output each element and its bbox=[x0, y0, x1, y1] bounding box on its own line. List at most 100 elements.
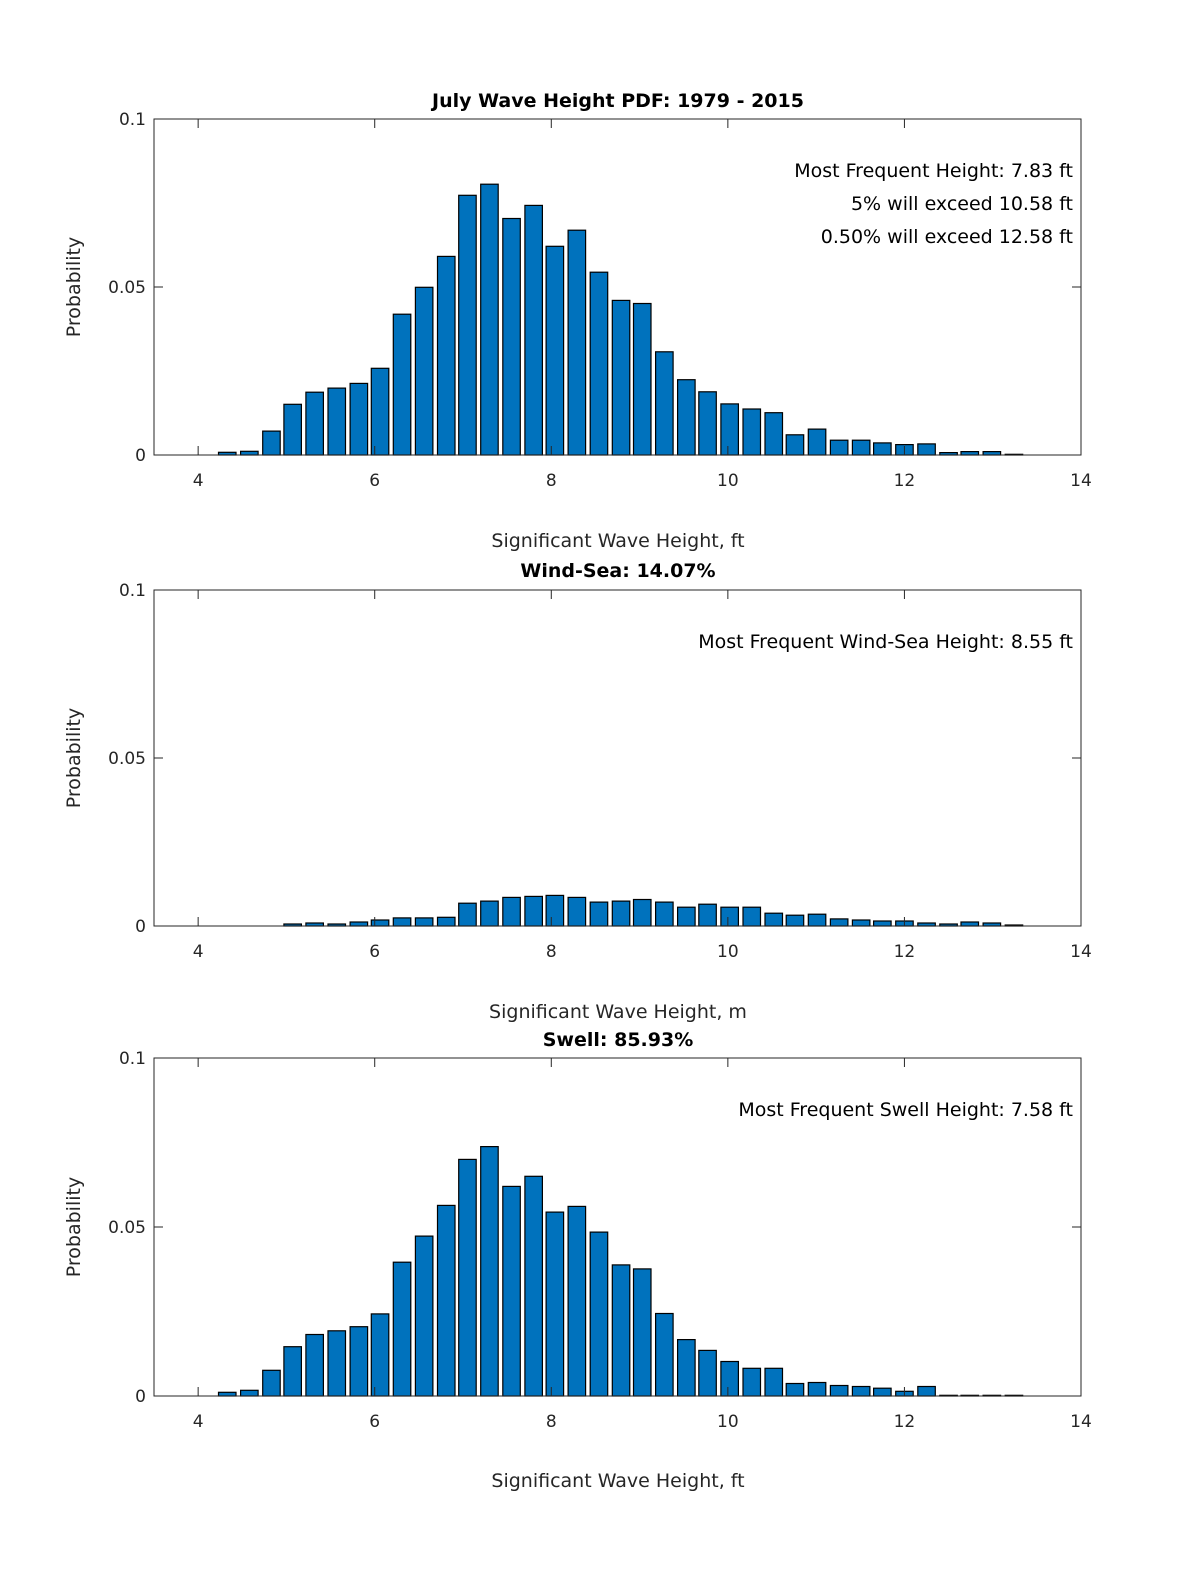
bar bbox=[917, 443, 936, 456]
bar bbox=[698, 391, 717, 456]
chart-title: Swell: 85.93% bbox=[543, 1029, 694, 1051]
bar bbox=[480, 1145, 499, 1397]
x-tick-label: 4 bbox=[193, 942, 204, 962]
annotation-text: 5% will exceed 10.58 ft bbox=[851, 193, 1073, 215]
chart-title: Wind-Sea: 14.07% bbox=[520, 560, 715, 582]
bar bbox=[458, 194, 477, 456]
bar bbox=[502, 217, 521, 456]
bar bbox=[480, 183, 499, 456]
bar bbox=[436, 255, 456, 456]
y-axis-label: Probability bbox=[63, 237, 85, 337]
bar bbox=[654, 351, 674, 456]
x-tick-label: 8 bbox=[546, 942, 557, 962]
axes: 4 6 8 10 12 14 0 0.05 0.1 bbox=[108, 1049, 1092, 1432]
bar bbox=[502, 896, 521, 927]
bar bbox=[829, 439, 849, 456]
x-tick-label: 10 bbox=[717, 471, 739, 491]
bar bbox=[524, 204, 544, 456]
bar bbox=[458, 1158, 477, 1397]
bar bbox=[785, 434, 805, 456]
bar bbox=[698, 903, 717, 927]
x-axis-label: Significant Wave Height, ft bbox=[491, 530, 744, 552]
bar-series bbox=[283, 894, 1024, 927]
bar bbox=[545, 245, 565, 456]
bar bbox=[632, 1268, 652, 1397]
bar bbox=[851, 919, 871, 927]
x-tick-label: 14 bbox=[1070, 942, 1092, 962]
bar bbox=[370, 919, 390, 927]
bar bbox=[698, 1349, 717, 1397]
bar bbox=[589, 901, 609, 927]
bar bbox=[436, 916, 456, 927]
bar bbox=[807, 1381, 827, 1397]
x-tick-label: 6 bbox=[369, 1412, 380, 1432]
bar bbox=[742, 906, 762, 927]
y-tick-label: 0.1 bbox=[119, 581, 146, 601]
bar bbox=[262, 1369, 281, 1397]
bar bbox=[567, 896, 587, 927]
bar bbox=[611, 1264, 631, 1397]
bar bbox=[960, 921, 980, 927]
bar bbox=[851, 1385, 871, 1397]
bar bbox=[370, 367, 390, 456]
x-tick-label: 6 bbox=[369, 471, 380, 491]
bar bbox=[654, 901, 674, 927]
panel-wind-sea: Wind-Sea: 14.07% Probability Significant… bbox=[63, 560, 1092, 1023]
bar bbox=[349, 382, 369, 456]
x-tick-label: 14 bbox=[1070, 471, 1092, 491]
bar bbox=[262, 430, 281, 456]
bar bbox=[676, 379, 696, 456]
bar bbox=[720, 906, 740, 927]
y-tick-label: 0 bbox=[135, 1387, 146, 1407]
x-tick-label: 14 bbox=[1070, 1412, 1092, 1432]
x-tick-label: 8 bbox=[546, 471, 557, 491]
y-tick-label: 0 bbox=[135, 446, 146, 466]
y-tick-label: 0.1 bbox=[119, 1049, 146, 1069]
bar bbox=[436, 1204, 456, 1397]
y-tick-label: 0.1 bbox=[119, 110, 146, 130]
bar bbox=[917, 1385, 936, 1397]
bar bbox=[785, 1382, 805, 1397]
bar bbox=[392, 917, 412, 927]
x-tick-label: 12 bbox=[894, 942, 916, 962]
bar bbox=[567, 229, 587, 456]
bar bbox=[676, 906, 696, 927]
bar bbox=[240, 1389, 259, 1397]
bar bbox=[283, 1346, 302, 1397]
bar bbox=[327, 387, 347, 456]
bar-series bbox=[217, 183, 1024, 456]
bar bbox=[240, 450, 259, 456]
bar bbox=[851, 439, 871, 456]
bar bbox=[217, 1391, 237, 1397]
x-tick-label: 6 bbox=[369, 942, 380, 962]
y-tick-label: 0.05 bbox=[108, 1218, 146, 1238]
bar bbox=[829, 918, 849, 927]
bar bbox=[414, 286, 434, 456]
panel-total: July Wave Height PDF: 1979 - 2015 Probab… bbox=[63, 90, 1092, 552]
bar bbox=[370, 1313, 390, 1397]
chart-title: July Wave Height PDF: 1979 - 2015 bbox=[430, 90, 804, 112]
bar bbox=[524, 1175, 544, 1397]
x-axis-label: Significant Wave Height, m bbox=[489, 1001, 747, 1023]
x-tick-label: 12 bbox=[894, 1412, 916, 1432]
bar bbox=[524, 895, 544, 927]
y-tick-label: 0.05 bbox=[108, 749, 146, 769]
bar bbox=[807, 913, 827, 927]
annotation-text: Most Frequent Height: 7.83 ft bbox=[794, 160, 1073, 182]
bar bbox=[742, 1367, 762, 1397]
bar bbox=[872, 442, 892, 456]
x-tick-label: 12 bbox=[894, 471, 916, 491]
bar bbox=[349, 921, 369, 927]
bar bbox=[327, 1330, 347, 1397]
bar bbox=[283, 403, 302, 456]
bar bbox=[392, 1261, 412, 1397]
y-axis-label: Probability bbox=[63, 1177, 85, 1277]
bar bbox=[305, 1333, 324, 1397]
annotation-text: 0.50% will exceed 12.58 ft bbox=[821, 226, 1073, 248]
bar bbox=[872, 920, 892, 927]
bar bbox=[349, 1326, 369, 1397]
bar bbox=[480, 900, 499, 927]
axes: 4 6 8 10 12 14 0 0.05 0.1 bbox=[108, 581, 1092, 962]
bar bbox=[807, 428, 827, 456]
